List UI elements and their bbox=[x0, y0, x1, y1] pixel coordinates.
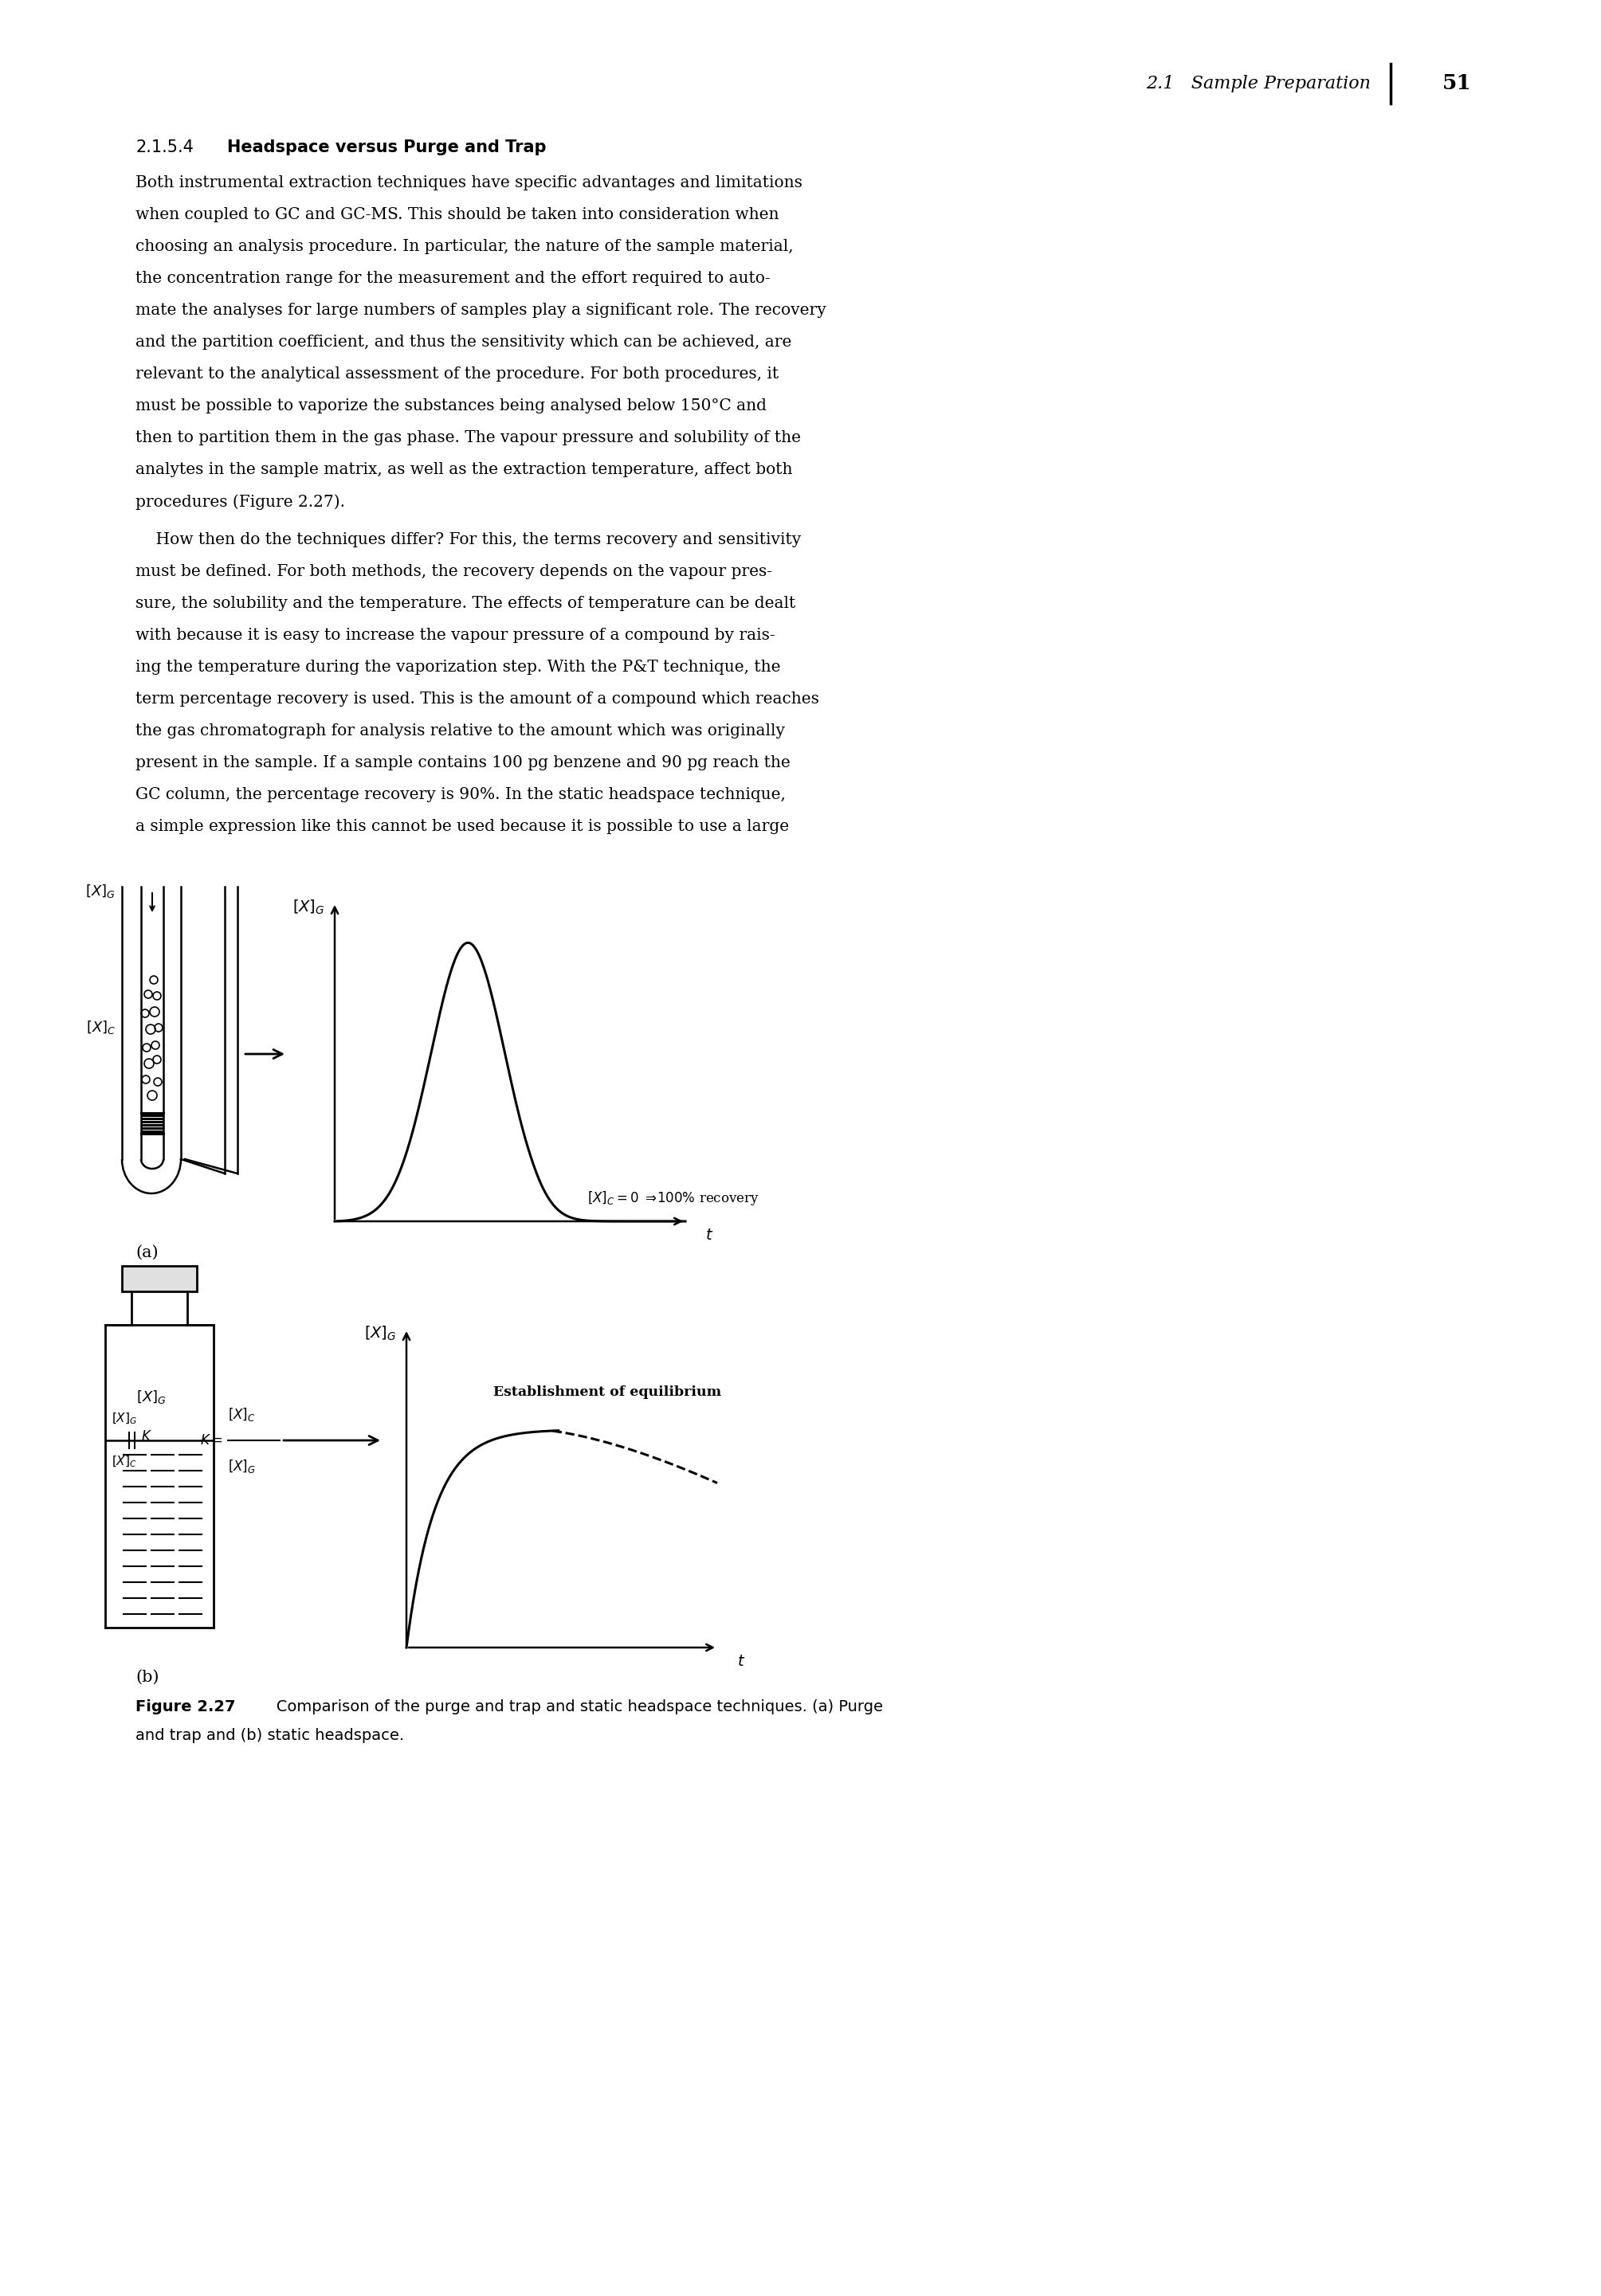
Text: 2.1   Sample Preparation: 2.1 Sample Preparation bbox=[1146, 76, 1370, 92]
Text: $t$: $t$ bbox=[736, 1653, 744, 1669]
Text: $t$: $t$ bbox=[704, 1228, 714, 1242]
Text: How then do the techniques differ? For this, the terms recovery and sensitivity: How then do the techniques differ? For t… bbox=[136, 533, 800, 546]
Text: $[X]_G$: $[X]_G$ bbox=[85, 882, 115, 900]
Text: the gas chromatograph for analysis relative to the amount which was originally: the gas chromatograph for analysis relat… bbox=[136, 723, 784, 739]
Text: sure, the solubility and the temperature. The effects of temperature can be deal: sure, the solubility and the temperature… bbox=[136, 597, 796, 611]
Text: Figure 2.27: Figure 2.27 bbox=[136, 1699, 235, 1715]
FancyBboxPatch shape bbox=[122, 1265, 197, 1290]
Text: $[X]_G$: $[X]_G$ bbox=[136, 1389, 167, 1405]
Text: Both instrumental extraction techniques have specific advantages and limitations: Both instrumental extraction techniques … bbox=[136, 174, 802, 191]
Text: with because it is easy to increase the vapour pressure of a compound by rais-: with because it is easy to increase the … bbox=[136, 627, 775, 643]
Text: must be defined. For both methods, the recovery depends on the vapour pres-: must be defined. For both methods, the r… bbox=[136, 565, 772, 579]
Text: $[X]_G$: $[X]_G$ bbox=[227, 1458, 256, 1474]
Text: GC column, the percentage recovery is 90%. In the static headspace technique,: GC column, the percentage recovery is 90… bbox=[136, 788, 786, 801]
Text: term percentage recovery is used. This is the amount of a compound which reaches: term percentage recovery is used. This i… bbox=[136, 691, 820, 707]
Text: $[X]_C$: $[X]_C$ bbox=[112, 1456, 138, 1469]
Text: present in the sample. If a sample contains 100 pg benzene and 90 pg reach the: present in the sample. If a sample conta… bbox=[136, 755, 791, 771]
Text: then to partition them in the gas phase. The vapour pressure and solubility of t: then to partition them in the gas phase.… bbox=[136, 429, 800, 445]
Text: relevant to the analytical assessment of the procedure. For both procedures, it: relevant to the analytical assessment of… bbox=[136, 367, 778, 381]
Text: and the partition coefficient, and thus the sensitivity which can be achieved, a: and the partition coefficient, and thus … bbox=[136, 335, 791, 349]
Text: (a): (a) bbox=[136, 1244, 158, 1261]
Text: (b): (b) bbox=[136, 1669, 158, 1685]
Text: the concentration range for the measurement and the effort required to auto-: the concentration range for the measurem… bbox=[136, 271, 770, 287]
Text: $K$: $K$ bbox=[141, 1428, 152, 1444]
Text: $[X]_C$: $[X]_C$ bbox=[227, 1405, 256, 1424]
Text: when coupled to GC and GC-MS. This should be taken into consideration when: when coupled to GC and GC-MS. This shoul… bbox=[136, 207, 780, 223]
Text: Establishment of equilibrium: Establishment of equilibrium bbox=[493, 1387, 722, 1398]
Text: $[X]_G$: $[X]_G$ bbox=[365, 1325, 397, 1343]
Text: Headspace versus Purge and Trap: Headspace versus Purge and Trap bbox=[227, 140, 546, 156]
Text: $[X]_C$: $[X]_C$ bbox=[86, 1019, 115, 1035]
Text: analytes in the sample matrix, as well as the extraction temperature, affect bot: analytes in the sample matrix, as well a… bbox=[136, 461, 792, 478]
Text: $[X]_C = 0\ \Rightarrow\!100\%$ recovery: $[X]_C = 0\ \Rightarrow\!100\%$ recovery bbox=[588, 1189, 759, 1208]
Text: $K =$: $K =$ bbox=[200, 1433, 223, 1446]
Text: choosing an analysis procedure. In particular, the nature of the sample material: choosing an analysis procedure. In parti… bbox=[136, 239, 794, 255]
Text: 2.1.5.4: 2.1.5.4 bbox=[136, 140, 194, 156]
Text: must be possible to vaporize the substances being analysed below 150°C and: must be possible to vaporize the substan… bbox=[136, 397, 767, 413]
Text: and trap and (b) static headspace.: and trap and (b) static headspace. bbox=[136, 1729, 403, 1743]
Text: a simple expression like this cannot be used because it is possible to use a lar: a simple expression like this cannot be … bbox=[136, 820, 789, 833]
Text: $[X]_G$: $[X]_G$ bbox=[293, 898, 325, 916]
Text: $[X]_G$: $[X]_G$ bbox=[112, 1412, 138, 1426]
Text: procedures (Figure 2.27).: procedures (Figure 2.27). bbox=[136, 494, 346, 510]
Text: 51: 51 bbox=[1443, 73, 1471, 94]
Text: Comparison of the purge and trap and static headspace techniques. (a) Purge: Comparison of the purge and trap and sta… bbox=[261, 1699, 884, 1715]
Text: mate the analyses for large numbers of samples play a significant role. The reco: mate the analyses for large numbers of s… bbox=[136, 303, 826, 317]
Text: ing the temperature during the vaporization step. With the P&T technique, the: ing the temperature during the vaporizat… bbox=[136, 659, 781, 675]
